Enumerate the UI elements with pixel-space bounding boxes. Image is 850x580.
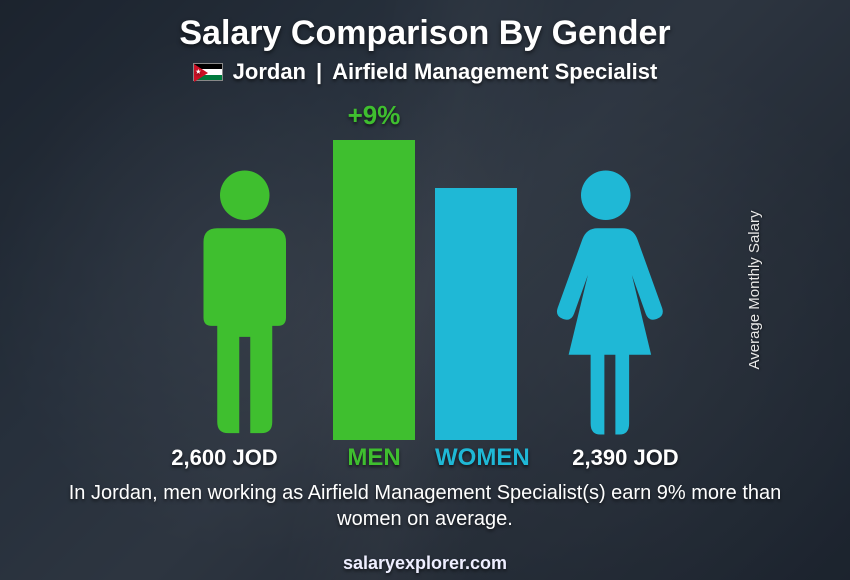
jordan-flag-icon: ★ xyxy=(193,63,223,81)
subtitle-row: ★ Jordan | Airfield Management Specialis… xyxy=(0,59,850,85)
description-text: In Jordan, men working as Airfield Manag… xyxy=(60,480,790,532)
men-bar-col: +9% xyxy=(333,100,415,440)
male-person-icon xyxy=(176,165,314,440)
delta-label: +9% xyxy=(348,100,401,131)
women-category-label: WOMEN xyxy=(435,444,517,472)
chart-area: +9% xyxy=(60,100,790,440)
male-icon-col xyxy=(176,100,314,440)
men-category-label: MEN xyxy=(333,444,415,472)
women-bar-col xyxy=(435,100,517,440)
men-value-label: 2,600 JOD xyxy=(136,445,313,471)
female-icon-col xyxy=(537,100,675,440)
female-person-icon xyxy=(537,165,675,440)
page-title: Salary Comparison By Gender xyxy=(0,0,850,53)
footer-source: salaryexplorer.com xyxy=(0,553,850,574)
separator: | xyxy=(316,59,322,85)
bar-men xyxy=(333,140,415,440)
women-value-label: 2,390 JOD xyxy=(537,445,714,471)
country-label: Jordan xyxy=(233,59,306,85)
bar-women xyxy=(435,188,517,440)
labels-row: 2,600 JOD MEN WOMEN 2,390 JOD xyxy=(60,444,790,472)
y-axis-label: Average Monthly Salary xyxy=(746,211,763,370)
job-title-label: Airfield Management Specialist xyxy=(332,59,657,85)
